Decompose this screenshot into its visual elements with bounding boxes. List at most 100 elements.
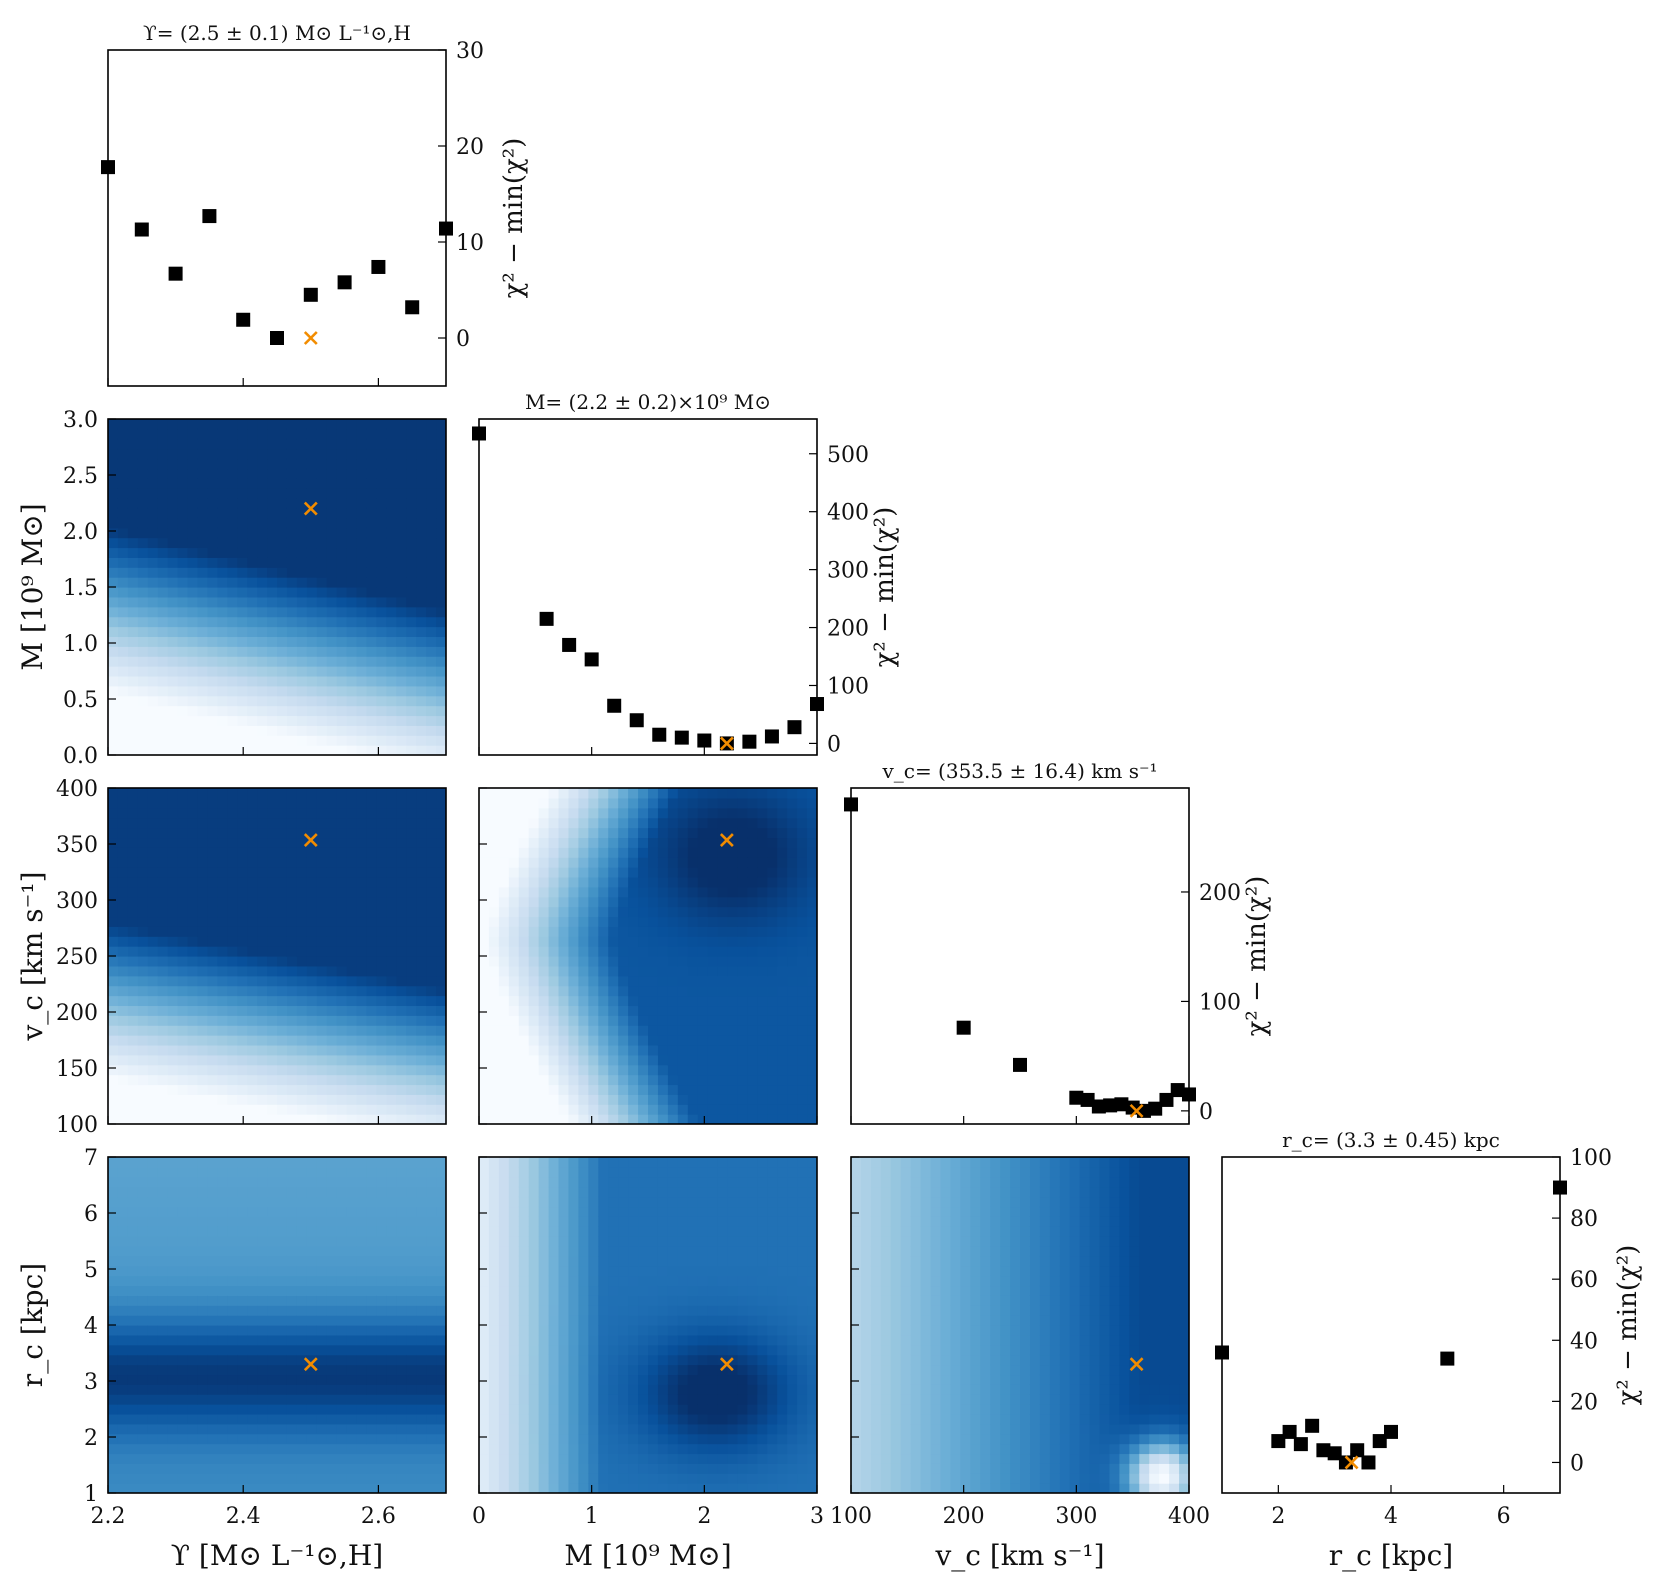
contour-panel-M-vs-ups xyxy=(107,418,447,756)
chi2-point xyxy=(1080,1092,1095,1107)
panel-frame xyxy=(107,49,447,387)
y-tick-label: 150 xyxy=(56,1057,98,1082)
chi2-points xyxy=(1215,1180,1567,1470)
chi2-point xyxy=(1069,1090,1084,1105)
x-tick-label: 2.6 xyxy=(361,1504,396,1529)
y-tick-label: 100 xyxy=(827,674,869,699)
y-tick-label: 0 xyxy=(456,327,470,352)
chi2-point xyxy=(1293,1437,1308,1452)
y-tick-label: 0 xyxy=(1199,1100,1213,1125)
x-tick-label: 6 xyxy=(1497,1504,1511,1529)
y-tick-label: 20 xyxy=(456,135,484,160)
chi2-point xyxy=(371,259,386,274)
contour-panel-vc-vs-ups xyxy=(107,787,447,1125)
y-tick-label: 3.0 xyxy=(63,408,98,433)
y-tick-label: 1.5 xyxy=(63,576,98,601)
best-fit-marker xyxy=(1344,1455,1359,1470)
chi2-point xyxy=(1327,1446,1342,1461)
chi2-point xyxy=(562,637,577,652)
best-fit-marker xyxy=(719,833,734,847)
x-tick-label: 100 xyxy=(830,1504,872,1529)
chi2-point xyxy=(844,797,858,812)
chi2-point xyxy=(439,221,453,236)
chi2-point xyxy=(1159,1092,1174,1107)
panel-title: v_c= (353.5 ± 16.4) km s⁻¹ xyxy=(881,759,1157,783)
y-tick-label: 200 xyxy=(827,617,869,642)
chi2-point xyxy=(652,727,667,742)
x-tick-label: 1 xyxy=(585,1504,599,1529)
chi2-point xyxy=(1215,1345,1229,1360)
chi2-point xyxy=(1091,1099,1106,1114)
chi2-point xyxy=(584,652,599,667)
chi2-point xyxy=(1103,1098,1118,1113)
y-tick-label: 300 xyxy=(827,559,869,584)
contour-panel-rc-vs-ups xyxy=(107,1156,447,1494)
y-tick-label: 2.5 xyxy=(63,464,98,489)
chi2-point xyxy=(270,331,284,345)
chi2-point xyxy=(1305,1418,1320,1433)
y-tick-label: 5 xyxy=(84,1258,98,1283)
y-tick-label: 0.5 xyxy=(63,688,98,713)
chi2-point xyxy=(1553,1180,1567,1195)
diag-panel-M: 0 100 200 300 400 500 M= (2.2 ± 0.2)×10⁹ M⊙ χ² … xyxy=(472,390,900,757)
chi2-point xyxy=(101,160,115,175)
chi2-point xyxy=(1350,1443,1365,1458)
x-tick-label: 0 xyxy=(472,1504,486,1529)
y-tick-label: 0 xyxy=(827,732,841,757)
y-tick-label: 80 xyxy=(1570,1207,1598,1232)
best-fit-marker xyxy=(303,331,318,345)
y-tick-label: 400 xyxy=(827,501,869,526)
chi2-points xyxy=(844,797,1196,1118)
chi2-point xyxy=(1013,1057,1027,1072)
chi2-point xyxy=(764,729,779,744)
x-tick-label: 200 xyxy=(943,1504,985,1529)
chi2-point xyxy=(1384,1424,1398,1439)
best-fit-marker xyxy=(719,1357,734,1372)
chi2-point xyxy=(1372,1434,1387,1449)
chi2-point xyxy=(1282,1424,1297,1439)
y-tick-label: 400 xyxy=(56,777,98,802)
y-tick-label: 7 xyxy=(84,1146,98,1171)
y-axis-label: χ² − min(χ²) xyxy=(1242,876,1272,1037)
y-tick-label: 10 xyxy=(456,231,484,256)
y-tick-label: 100 xyxy=(1199,990,1241,1015)
best-fit-marker xyxy=(1129,1357,1144,1372)
y-axis-label-vc: v_c [km s⁻¹] xyxy=(16,871,49,1041)
y-tick-label: 100 xyxy=(56,1113,98,1138)
contour-fill xyxy=(479,1157,817,1493)
best-fit-marker xyxy=(303,1357,318,1372)
chi2-point xyxy=(405,300,420,315)
chi2-point xyxy=(1271,1434,1286,1449)
y-axis-label: χ² − min(χ²) xyxy=(1613,1245,1643,1406)
y-tick-label: 0.0 xyxy=(63,744,98,769)
y-tick-label: 350 xyxy=(56,833,98,858)
chi2-point xyxy=(956,1020,971,1035)
chi2-point xyxy=(168,266,183,281)
chi2-points xyxy=(101,160,453,345)
contour-panel-rc-vs-M xyxy=(478,1156,818,1494)
y-tick-label: 1 xyxy=(84,1482,98,1507)
chi2-point xyxy=(810,697,824,712)
x-axis-label-ups: ϒ [M⊙ L⁻¹⊙,H] xyxy=(171,1539,383,1572)
y-tick-label: 0 xyxy=(1570,1451,1584,1476)
chi2-point xyxy=(1182,1087,1196,1102)
y-tick-label: 200 xyxy=(56,1001,98,1026)
y-tick-label: 20 xyxy=(1570,1390,1598,1415)
chi2-point xyxy=(236,312,251,327)
contour-fill xyxy=(108,1157,446,1493)
contour-fill xyxy=(108,419,446,755)
y-axis-label-M: M [10⁹ M⊙] xyxy=(16,503,49,670)
chi2-point xyxy=(202,209,217,224)
panel-frame xyxy=(478,418,818,756)
contour-fill xyxy=(479,788,817,1124)
x-axis-label-M: M [10⁹ M⊙] xyxy=(564,1539,731,1572)
y-tick-label: 500 xyxy=(827,443,869,468)
best-fit-marker xyxy=(719,736,734,751)
chi2-point xyxy=(472,426,486,441)
chi2-point xyxy=(1114,1097,1129,1112)
y-tick-label: 2.0 xyxy=(63,520,98,545)
diag-panel-ups: 0 10 20 30 ϒ= (2.5 ± 0.1) M⊙ L⁻¹⊙,H χ² − min(… xyxy=(101,21,529,387)
y-tick-label: 40 xyxy=(1570,1329,1598,1354)
chi2-point xyxy=(742,734,757,749)
diag-panel-vc: 0 100 200 v_c= (353.5 ± 16.4) km s⁻¹ χ² − mi… xyxy=(844,759,1272,1125)
